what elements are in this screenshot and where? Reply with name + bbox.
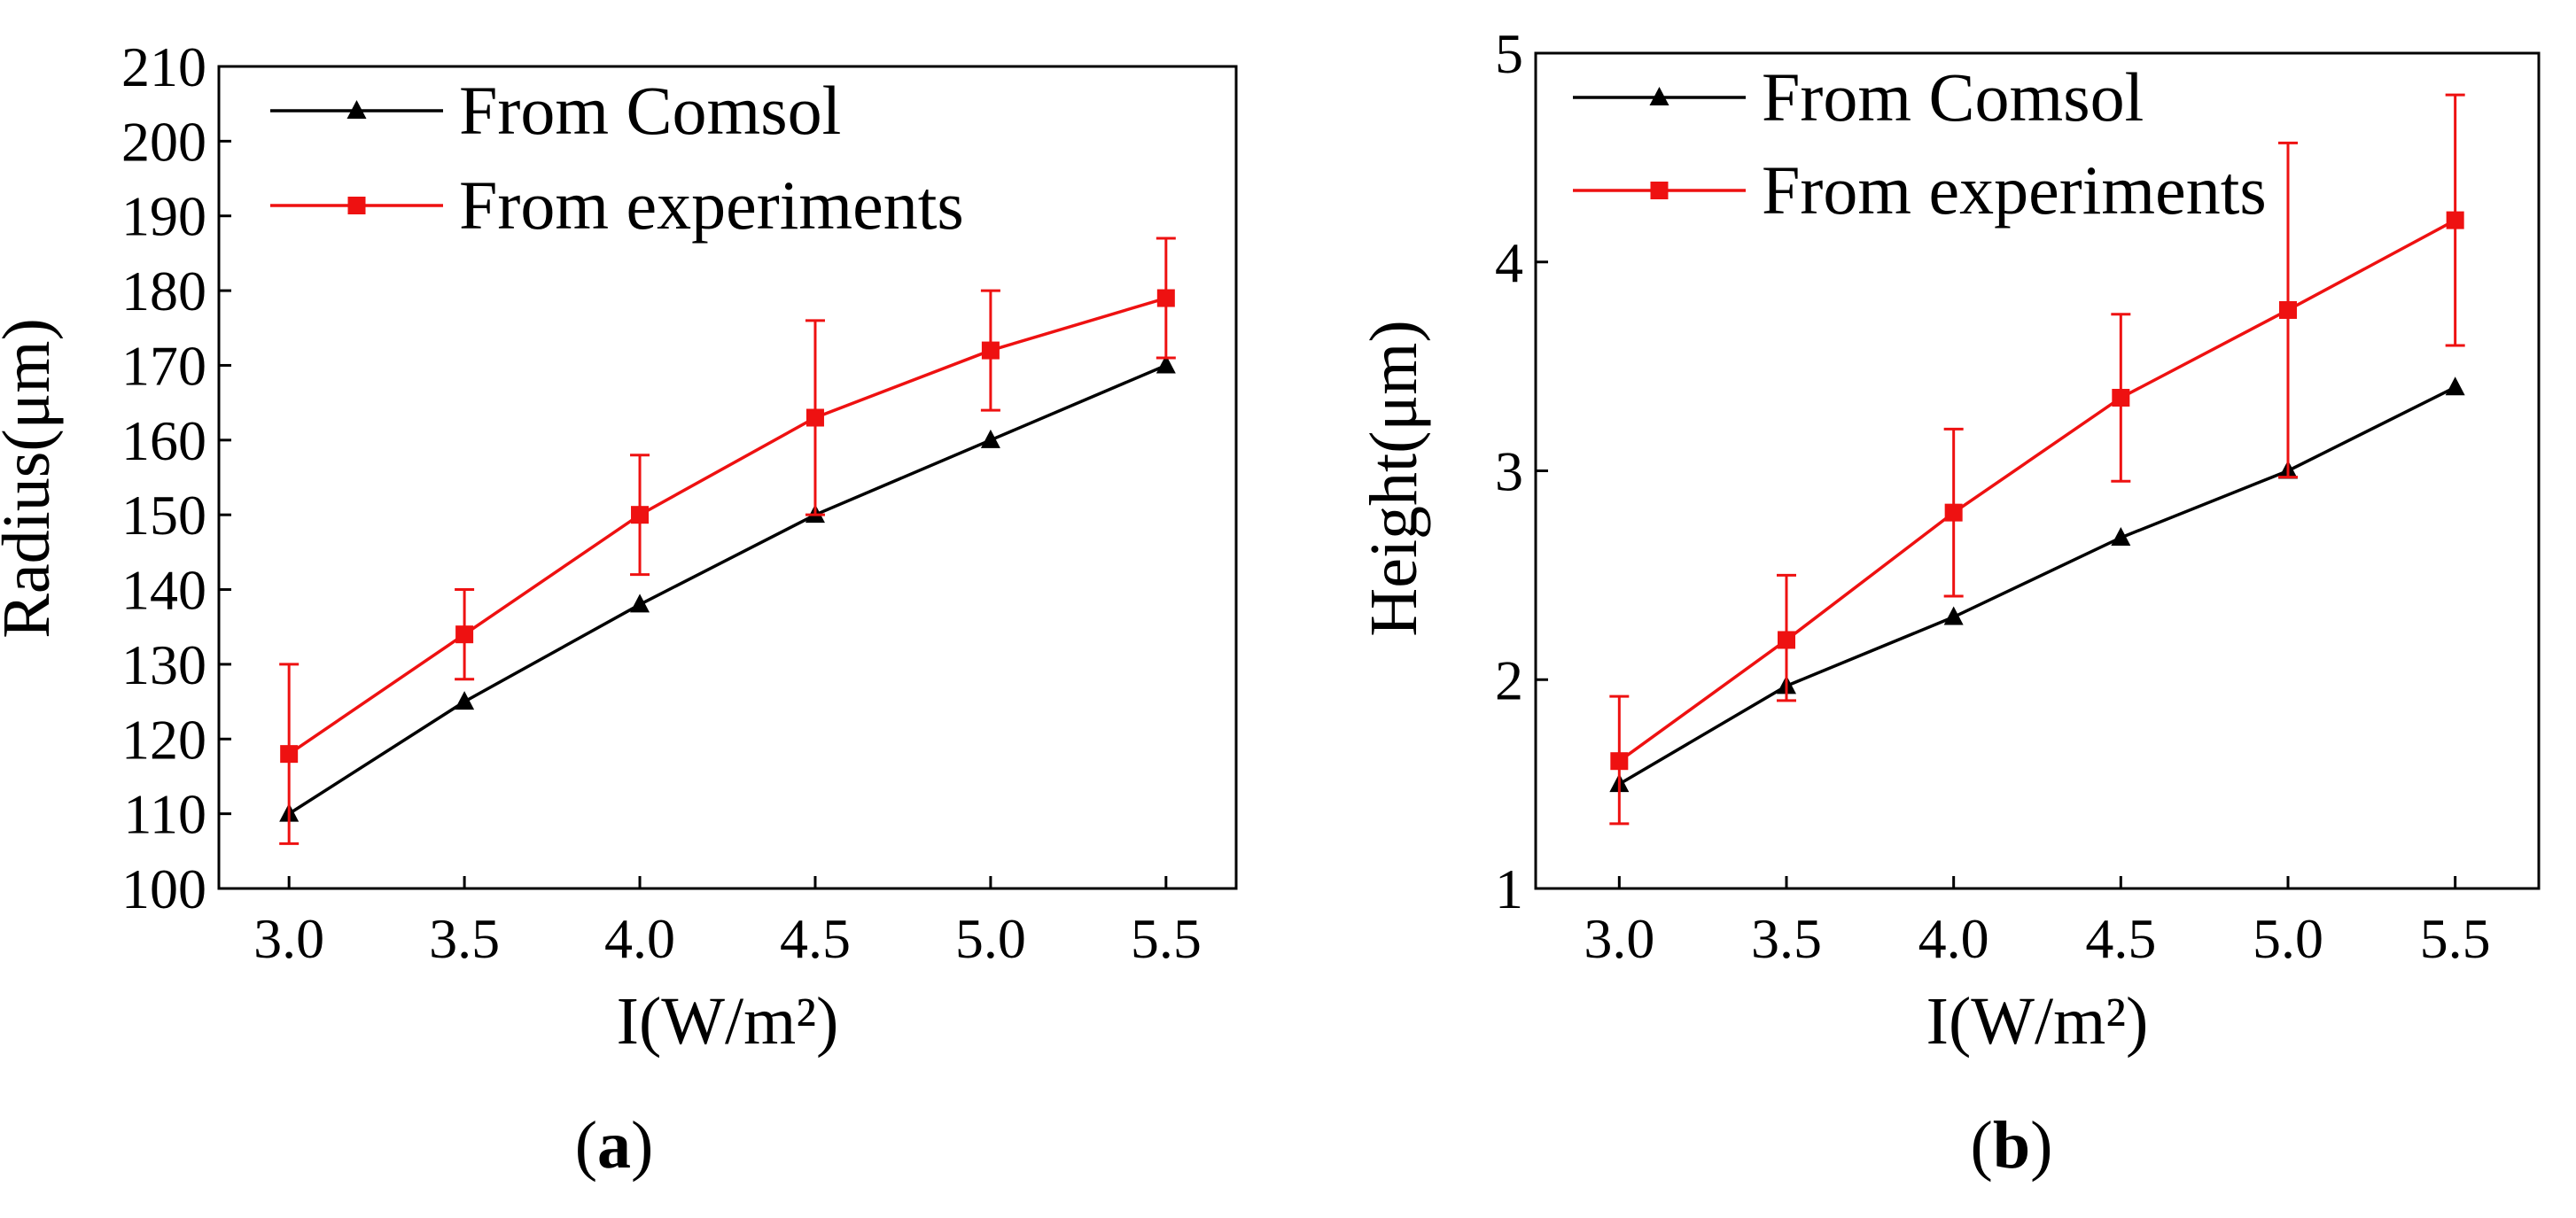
y-tick-label: 160 (121, 409, 206, 472)
x-tick-label: 3.0 (1584, 907, 1654, 970)
data-point-comsol (630, 593, 650, 613)
y-tick-label: 180 (121, 260, 206, 322)
series-line-comsol (1618, 385, 2456, 786)
x-tick-label: 5.0 (955, 907, 1026, 970)
legend-marker-comsol (346, 100, 367, 119)
y-tick-label: 100 (121, 857, 206, 920)
x-tick-label: 5.0 (2253, 907, 2323, 970)
data-point-experiments (1944, 503, 1963, 522)
y-tick-label: 5 (1495, 22, 1523, 85)
y-tick-label: 140 (121, 559, 206, 622)
data-point-experiments (1156, 289, 1175, 307)
legend-marker-experiments (347, 197, 366, 214)
series-line-experiments (1618, 219, 2456, 763)
data-point-experiments (1778, 631, 1795, 649)
y-axis-label: Height(μm) (1357, 320, 1431, 636)
panel-caption-letter: b (1993, 1108, 2030, 1183)
x-tick-label: 4.0 (604, 907, 675, 970)
x-tick-label: 4.0 (1918, 907, 1989, 970)
y-tick-label: 110 (123, 783, 206, 846)
y-tick-label: 3 (1495, 440, 1523, 503)
x-tick-label: 5.5 (2420, 907, 2491, 970)
panel-caption: (a) (575, 1108, 654, 1183)
data-point-experiments (2446, 211, 2464, 229)
data-point-experiments (280, 745, 299, 764)
y-tick-label: 2 (1495, 648, 1523, 711)
legend-marker-comsol (1649, 87, 1669, 105)
panel-a: 100 110 120 130 140 150 160 170 180 190 200 210 3.0 3… (0, 35, 1238, 1183)
legend-label-experiments: From experiments (1762, 151, 2267, 229)
legend-label-comsol: From Comsol (459, 72, 841, 149)
x-axis-label: I(W/m²) (1926, 984, 2149, 1059)
data-point-experiments (455, 625, 474, 644)
y-tick-label: 4 (1495, 231, 1523, 294)
y-axis-label: Radius(μm) (0, 318, 64, 639)
x-axis-label: I(W/m²) (617, 984, 839, 1059)
series-line-comsol (288, 363, 1167, 816)
x-tick-label: 5.5 (1131, 907, 1202, 970)
data-point-comsol (2111, 526, 2131, 546)
data-point-comsol (980, 429, 1000, 448)
data-point-experiments (2112, 388, 2130, 407)
panel-caption-letter: a (597, 1108, 631, 1183)
legend-label-experiments: From experiments (459, 167, 964, 244)
y-tick-label: 200 (121, 110, 206, 173)
y-tick-label: 190 (121, 185, 206, 248)
data-point-experiments (805, 408, 824, 427)
y-tick-label: 120 (121, 708, 206, 771)
legend-label-comsol: From Comsol (1762, 58, 2144, 136)
data-point-comsol (2445, 376, 2465, 396)
data-point-experiments (2279, 300, 2297, 319)
y-tick-label: 130 (121, 633, 206, 696)
data-point-comsol (455, 691, 475, 710)
panel-caption: (b) (1971, 1108, 2053, 1183)
panel-caption-close: ) (631, 1108, 653, 1183)
plot-frame (217, 65, 1238, 890)
y-tick-label: 150 (121, 484, 206, 547)
data-point-experiments (631, 506, 650, 524)
data-point-comsol (1943, 606, 1964, 625)
data-point-experiments (1610, 752, 1629, 771)
x-tick-label: 3.0 (253, 907, 324, 970)
x-tick-label: 4.5 (2085, 907, 2156, 970)
x-tick-label: 3.5 (429, 907, 500, 970)
data-point-experiments (981, 341, 1000, 360)
x-tick-label: 3.5 (1751, 907, 1822, 970)
y-tick-label: 210 (121, 35, 206, 98)
legend-marker-experiments (1650, 182, 1669, 199)
x-tick-label: 4.5 (780, 907, 851, 970)
y-tick-label: 170 (121, 334, 206, 397)
series-line-experiments (288, 296, 1167, 756)
y-tick-label: 1 (1495, 857, 1523, 920)
panel-caption-open: ( (575, 1108, 597, 1183)
panel-b: 1 2 3 4 5 3.0 3.5 4.0 4.5 5.0 5.5 I(W/m²) Height(μm)… (1357, 22, 2541, 1183)
panel-caption-open: ( (1971, 1108, 1993, 1183)
panel-caption-close: ) (2030, 1108, 2052, 1183)
data-point-comsol (1156, 354, 1176, 374)
